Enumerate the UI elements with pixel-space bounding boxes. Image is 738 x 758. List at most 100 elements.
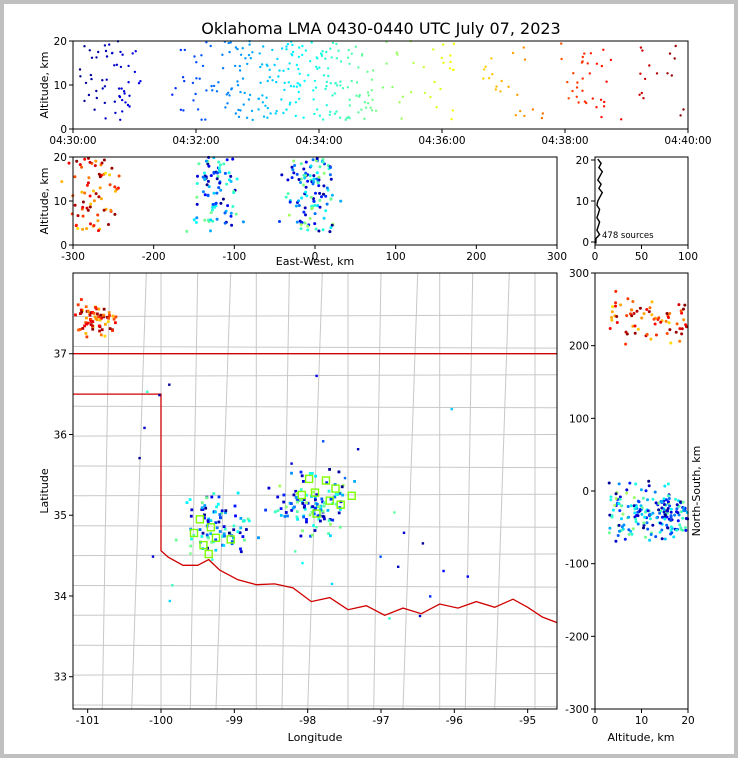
- source-point: [322, 171, 326, 175]
- source-point: [227, 41, 230, 45]
- source-point: [93, 315, 97, 319]
- source-point: [215, 217, 219, 221]
- source-point: [80, 165, 84, 169]
- source-point: [211, 203, 215, 206]
- source-point: [595, 106, 598, 109]
- source-point: [247, 98, 251, 101]
- source-point: [321, 509, 325, 513]
- source-point: [355, 94, 358, 98]
- source-point: [322, 440, 325, 443]
- source-point: [251, 51, 254, 54]
- source-point: [318, 114, 322, 117]
- station-marker: [347, 491, 356, 500]
- source-point: [245, 528, 248, 531]
- source-point: [267, 486, 271, 490]
- source-point: [631, 300, 635, 303]
- source-point: [298, 72, 301, 76]
- source-point: [85, 316, 88, 320]
- source-point: [646, 509, 650, 513]
- source-point: [201, 531, 205, 535]
- source-point: [630, 532, 634, 536]
- histogram-x-tick-label: 100: [678, 251, 698, 263]
- source-point: [97, 315, 100, 319]
- source-point: [308, 513, 312, 517]
- source-point: [581, 55, 584, 59]
- time-height-ylabel: Altitude, km: [38, 51, 51, 118]
- source-point: [301, 561, 304, 565]
- source-point: [228, 50, 231, 54]
- source-point: [78, 328, 82, 331]
- source-point: [230, 540, 234, 543]
- source-point: [346, 86, 350, 89]
- source-point: [291, 50, 295, 54]
- source-point: [297, 55, 301, 59]
- source-point: [81, 200, 85, 204]
- source-point: [338, 492, 341, 495]
- source-point: [615, 315, 619, 318]
- plan-view-x-tick-label: -99: [226, 715, 243, 727]
- source-point: [576, 81, 579, 84]
- source-point: [466, 575, 469, 578]
- source-point: [374, 109, 378, 113]
- source-point: [225, 158, 229, 162]
- time-height-x-tick-label: 04:30:00: [49, 135, 96, 147]
- source-point: [618, 509, 622, 513]
- ew-altitude-x-tick-label: -300: [61, 251, 85, 263]
- source-point: [679, 527, 683, 531]
- source-point: [366, 102, 370, 105]
- source-point: [321, 514, 325, 518]
- source-point: [617, 529, 621, 533]
- source-point: [221, 535, 224, 538]
- source-point: [284, 511, 288, 514]
- source-point: [107, 223, 110, 226]
- source-point: [643, 77, 647, 81]
- county-line: [73, 704, 557, 708]
- county-lines: [73, 273, 557, 709]
- county-line: [73, 405, 557, 409]
- state-border: [73, 353, 557, 624]
- source-point: [305, 493, 308, 497]
- source-point: [291, 506, 295, 510]
- source-point: [630, 314, 634, 318]
- histogram-ticks: 0 50 100 0 10 20: [576, 155, 698, 263]
- source-point: [306, 224, 310, 228]
- source-point: [294, 114, 297, 118]
- source-point: [335, 57, 338, 60]
- source-point: [216, 502, 220, 506]
- source-point: [306, 179, 310, 183]
- source-point: [257, 97, 261, 101]
- source-point: [217, 81, 220, 84]
- station-marker: [304, 474, 314, 484]
- altitude-ns-panel: 0 10 20 -300 -200 -100 0 100 200 300 North-South,…: [565, 268, 703, 744]
- plan-view-ylabel: Latitude: [38, 468, 51, 514]
- source-point: [311, 533, 314, 537]
- source-point: [205, 496, 209, 500]
- source-point: [234, 112, 237, 115]
- source-point: [85, 322, 88, 326]
- county-line: [189, 273, 199, 709]
- source-point: [356, 448, 360, 451]
- source-point: [322, 118, 325, 121]
- source-point: [290, 502, 293, 505]
- altitude-ns-ticks: 0 10 20 -300 -200 -100 0 100 200 300: [565, 268, 695, 727]
- source-point: [212, 170, 216, 174]
- source-point: [219, 163, 222, 167]
- source-point: [644, 489, 648, 493]
- source-point: [631, 324, 635, 328]
- source-point: [92, 311, 96, 315]
- source-point: [665, 332, 669, 335]
- source-point: [337, 470, 341, 474]
- source-point: [608, 327, 612, 330]
- source-point: [619, 504, 623, 508]
- county-line: [73, 346, 557, 349]
- source-point: [675, 503, 679, 507]
- source-point: [264, 508, 267, 512]
- source-point: [191, 81, 195, 85]
- source-point: [423, 91, 427, 95]
- source-point: [183, 79, 186, 83]
- source-point: [107, 316, 110, 320]
- histogram-y-tick-label: 20: [576, 155, 589, 167]
- source-point: [84, 305, 88, 309]
- source-point: [304, 171, 308, 175]
- source-point: [239, 526, 243, 530]
